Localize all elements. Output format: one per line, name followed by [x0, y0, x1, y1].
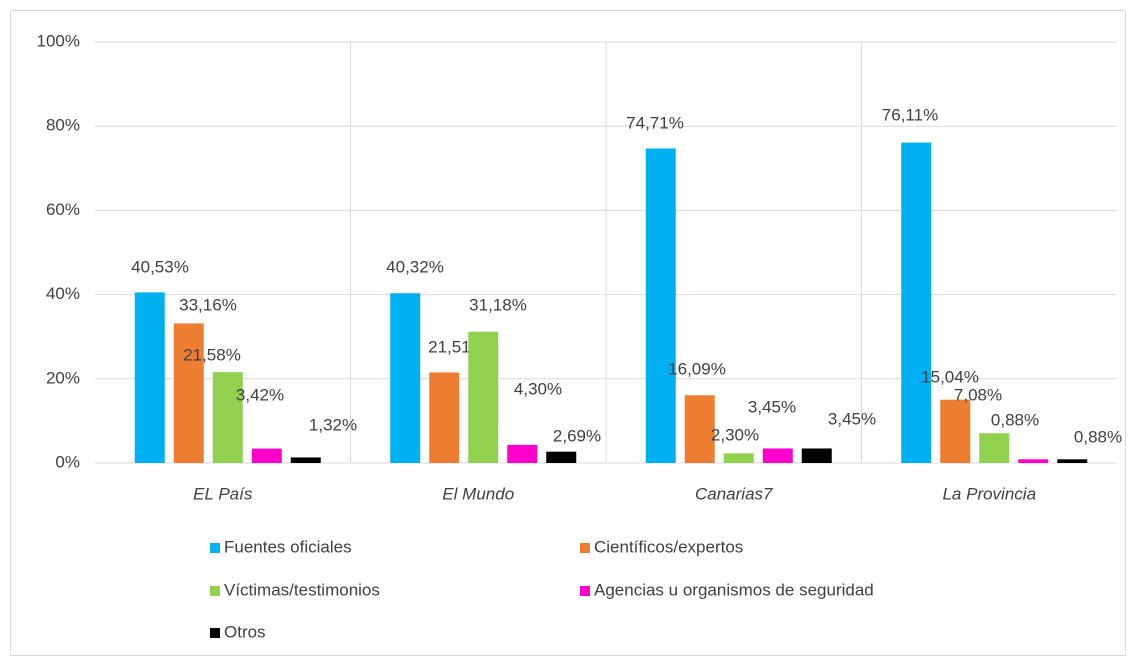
legend-label: Víctimas/testimonios [224, 580, 380, 599]
y-tick-label: 40% [46, 284, 80, 303]
data-label: 2,69% [553, 426, 601, 445]
bar [979, 433, 1010, 463]
x-tick-label: La Provincia [942, 484, 1036, 503]
x-tick-label: EL País [193, 484, 253, 503]
data-label: 40,32% [386, 257, 444, 276]
bar [901, 142, 932, 463]
bar [290, 457, 321, 463]
x-tick-label: Canarias7 [695, 484, 773, 503]
y-tick-label: 0% [55, 452, 80, 471]
data-label: 3,45% [748, 397, 796, 416]
bar [645, 148, 676, 464]
data-label: 21,58% [183, 345, 241, 364]
y-tick-label: 80% [46, 116, 80, 135]
bar [546, 451, 577, 463]
legend-swatch [210, 543, 220, 553]
data-label: 0,88% [991, 410, 1039, 429]
x-tick-label: El Mundo [442, 484, 514, 503]
bar [468, 331, 499, 463]
bar [801, 448, 832, 463]
data-label: 40,53% [131, 257, 189, 276]
legend-swatch [210, 586, 220, 596]
bar [762, 448, 793, 463]
data-label: 4,30% [514, 379, 562, 398]
bar [212, 372, 243, 463]
data-label: 0,88% [1074, 427, 1122, 446]
bar [940, 399, 971, 463]
legend-swatch [210, 628, 220, 638]
data-label: 3,42% [236, 385, 284, 404]
legend-swatch [580, 586, 590, 596]
y-tick-label: 60% [46, 200, 80, 219]
data-label: 3,45% [828, 409, 876, 428]
bar [173, 323, 204, 463]
data-label: 31,18% [469, 295, 527, 314]
bar [134, 292, 165, 463]
data-label: 1,32% [309, 415, 357, 434]
bar [684, 395, 715, 463]
y-tick-label: 100% [37, 31, 80, 50]
bar [1057, 459, 1088, 463]
legend-swatch [580, 543, 590, 553]
legend-label: Fuentes oficiales [224, 537, 352, 556]
data-label: 33,16% [179, 295, 237, 314]
bar [723, 453, 754, 463]
data-label: 16,09% [668, 359, 726, 378]
bar [1018, 459, 1049, 463]
legend-label: Científicos/expertos [594, 537, 743, 556]
y-tick-label: 20% [46, 368, 80, 387]
data-label: 15,04% [921, 367, 979, 386]
data-label: 2,30% [711, 425, 759, 444]
legend-label: Agencias u organismos de seguridad [594, 580, 874, 599]
legend-label: Otros [224, 622, 266, 641]
bar [251, 448, 282, 463]
bar [429, 372, 460, 463]
bar [507, 444, 538, 463]
data-label: 76,11% [882, 105, 938, 124]
data-label: 7,08% [954, 385, 1002, 404]
bar [390, 293, 421, 463]
data-label: 74,71% [626, 113, 684, 132]
